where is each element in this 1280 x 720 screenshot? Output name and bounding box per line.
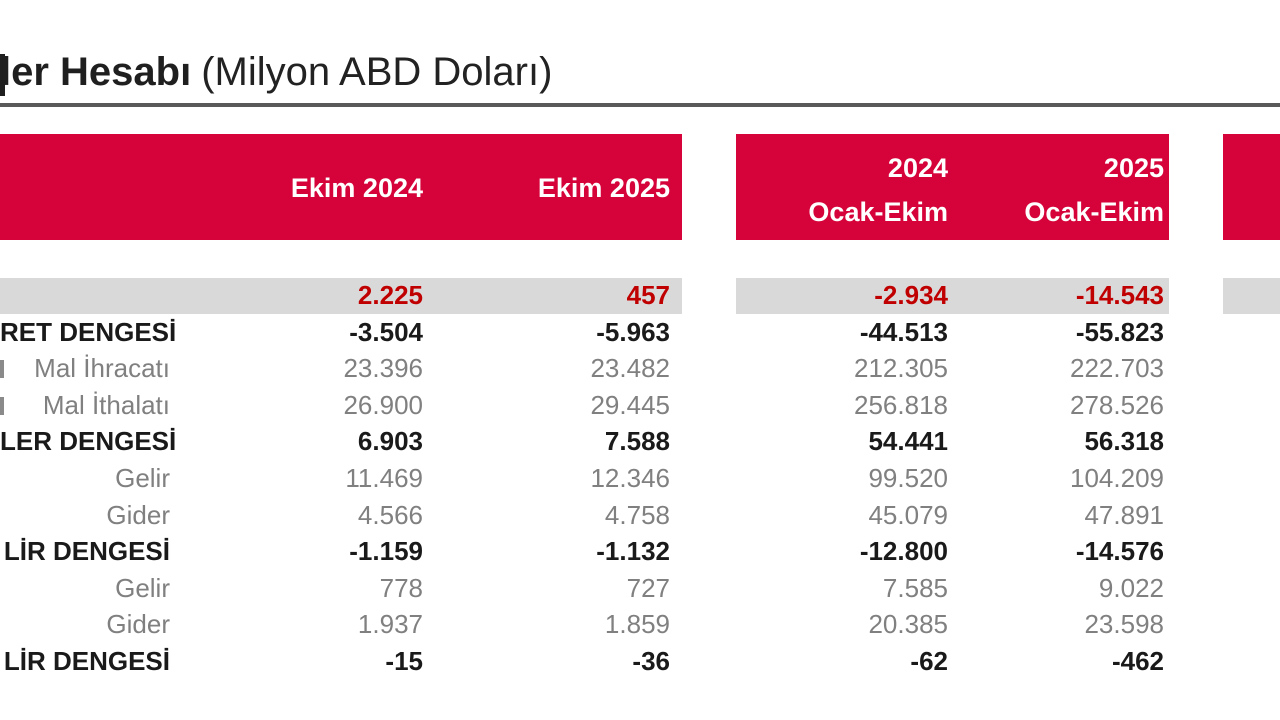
cell-value: -3.504 — [349, 316, 423, 347]
cell-value: 23.598 — [1084, 609, 1164, 640]
table-row: Gider 4.566 4.758 45.079 47.891 — [0, 497, 1280, 534]
cell-value: 727 — [626, 572, 670, 603]
cell-value: 104.209 — [1070, 463, 1164, 493]
cell-value: 1.937 — [357, 609, 423, 640]
cell-value: 4.758 — [604, 499, 670, 530]
cell-value: 29.445 — [590, 389, 670, 420]
cell-value: 47.891 — [1084, 499, 1164, 530]
cell-value: 9.022 — [1098, 572, 1164, 603]
table-row: LİR DENGESİ -1.159 -1.132 -12.800 -14.576 — [0, 533, 1280, 570]
cell-value: -2.934 — [874, 280, 948, 310]
clipped-glyph-fragment — [0, 360, 4, 378]
highlight-band-left — [0, 278, 682, 314]
cell-value: 23.396 — [343, 353, 423, 384]
cell-value: 7.585 — [882, 572, 948, 603]
cell-value: -12.800 — [859, 536, 948, 567]
row-label: Gider — [106, 609, 170, 640]
row-label: LİR DENGESİ — [3, 646, 170, 676]
table-row: Gider 1.937 1.859 20.385 23.598 — [0, 606, 1280, 643]
cell-value: 256.818 — [854, 389, 948, 420]
cell-value: 99.520 — [868, 463, 948, 493]
title-unit: (Milyon ABD Doları) — [201, 50, 553, 94]
title-text: ler Hesabı — [0, 50, 192, 94]
column-header-year: 2024 — [887, 153, 948, 183]
table-row: Mal İhracatı 23.396 23.482 212.305 222.703 — [0, 350, 1280, 387]
cell-value: 20.385 — [868, 609, 948, 640]
cell-value: 1.859 — [604, 609, 670, 640]
cell-value: 457 — [626, 280, 670, 310]
table-row: Gelir 778 727 7.585 9.022 — [0, 570, 1280, 607]
cell-value: 11.469 — [345, 463, 423, 493]
cell-value: 6.903 — [357, 426, 423, 457]
column-header-period: Ocak-Ekim — [808, 197, 948, 227]
cell-value: -462 — [1111, 646, 1164, 676]
cell-value: 45.079 — [868, 499, 948, 530]
cell-value: 4.566 — [357, 499, 423, 530]
row-label: LER DENGESİ — [0, 426, 177, 457]
column-header-period: Ocak-Ekim — [1024, 197, 1164, 227]
cell-value: -14.543 — [1075, 280, 1164, 310]
clipped-glyph-fragment — [0, 397, 4, 415]
table-row: 2.225 457 -2.934 -14.543 — [0, 277, 1280, 314]
column-header-2024-ocak-ekim: 2024 Ocak-Ekim — [748, 146, 948, 234]
row-label — [0, 277, 170, 314]
cell-value: -1.159 — [349, 536, 423, 567]
title-divider — [0, 103, 1280, 107]
row-label: Gelir — [115, 572, 170, 603]
page-title: ler Hesabı (Milyon ABD Doları) — [0, 48, 552, 96]
cell-value: 12.346 — [590, 463, 670, 493]
cell-value: 778 — [379, 572, 423, 603]
table-header-band-middle — [736, 134, 1169, 240]
table-row: LİR DENGESİ -15 -36 -62 -462 — [0, 643, 1280, 680]
cell-value: -15 — [385, 646, 423, 676]
cell-value: -55.823 — [1075, 316, 1164, 347]
cell-value: -62 — [910, 646, 948, 676]
cell-value: 222.703 — [1070, 353, 1164, 384]
cell-value: -1.132 — [596, 536, 670, 567]
cell-value: -14.576 — [1075, 536, 1164, 567]
row-label: LİR DENGESİ — [3, 536, 170, 567]
cell-value: 26.900 — [343, 389, 423, 420]
column-header-ekim-2024: Ekim 2024 — [290, 173, 423, 203]
column-header-2025-ocak-ekim: 2025 Ocak-Ekim — [964, 146, 1164, 234]
column-header-ekim-2025: Ekim 2025 — [537, 173, 670, 203]
cell-value: -44.513 — [859, 316, 948, 347]
cell-value: 212.305 — [854, 353, 948, 384]
row-label: Gelir — [115, 463, 170, 493]
row-label: Gider — [106, 499, 170, 530]
row-label: Mal İhracatı — [34, 353, 170, 384]
column-header-year: 2025 — [1103, 153, 1164, 183]
cell-value: 23.482 — [590, 353, 670, 384]
highlight-band-middle — [736, 278, 1169, 314]
cell-value: -5.963 — [596, 316, 670, 347]
row-label: RET DENGESİ — [0, 316, 177, 347]
cell-value: 278.526 — [1070, 389, 1164, 420]
table-row: LER DENGESİ 6.903 7.588 54.441 56.318 — [0, 423, 1280, 460]
table-header-band-left — [0, 134, 682, 240]
table-row: Mal İthalatı 26.900 29.445 256.818 278.526 — [0, 387, 1280, 424]
cell-value: -36 — [632, 646, 670, 676]
table-header-band-right — [1223, 134, 1280, 240]
highlight-band-right — [1223, 278, 1280, 314]
clipped-glyph-fragment — [0, 54, 5, 96]
cell-value: 7.588 — [604, 426, 670, 457]
table-row: RET DENGESİ -3.504 -5.963 -44.513 -55.823 — [0, 314, 1280, 351]
cell-value: 54.441 — [868, 426, 948, 457]
table-row: Gelir 11.469 12.346 99.520 104.209 — [0, 460, 1280, 497]
cell-value: 2.225 — [357, 280, 423, 310]
row-label: Mal İthalatı — [42, 389, 170, 420]
cell-value: 56.318 — [1084, 426, 1164, 457]
